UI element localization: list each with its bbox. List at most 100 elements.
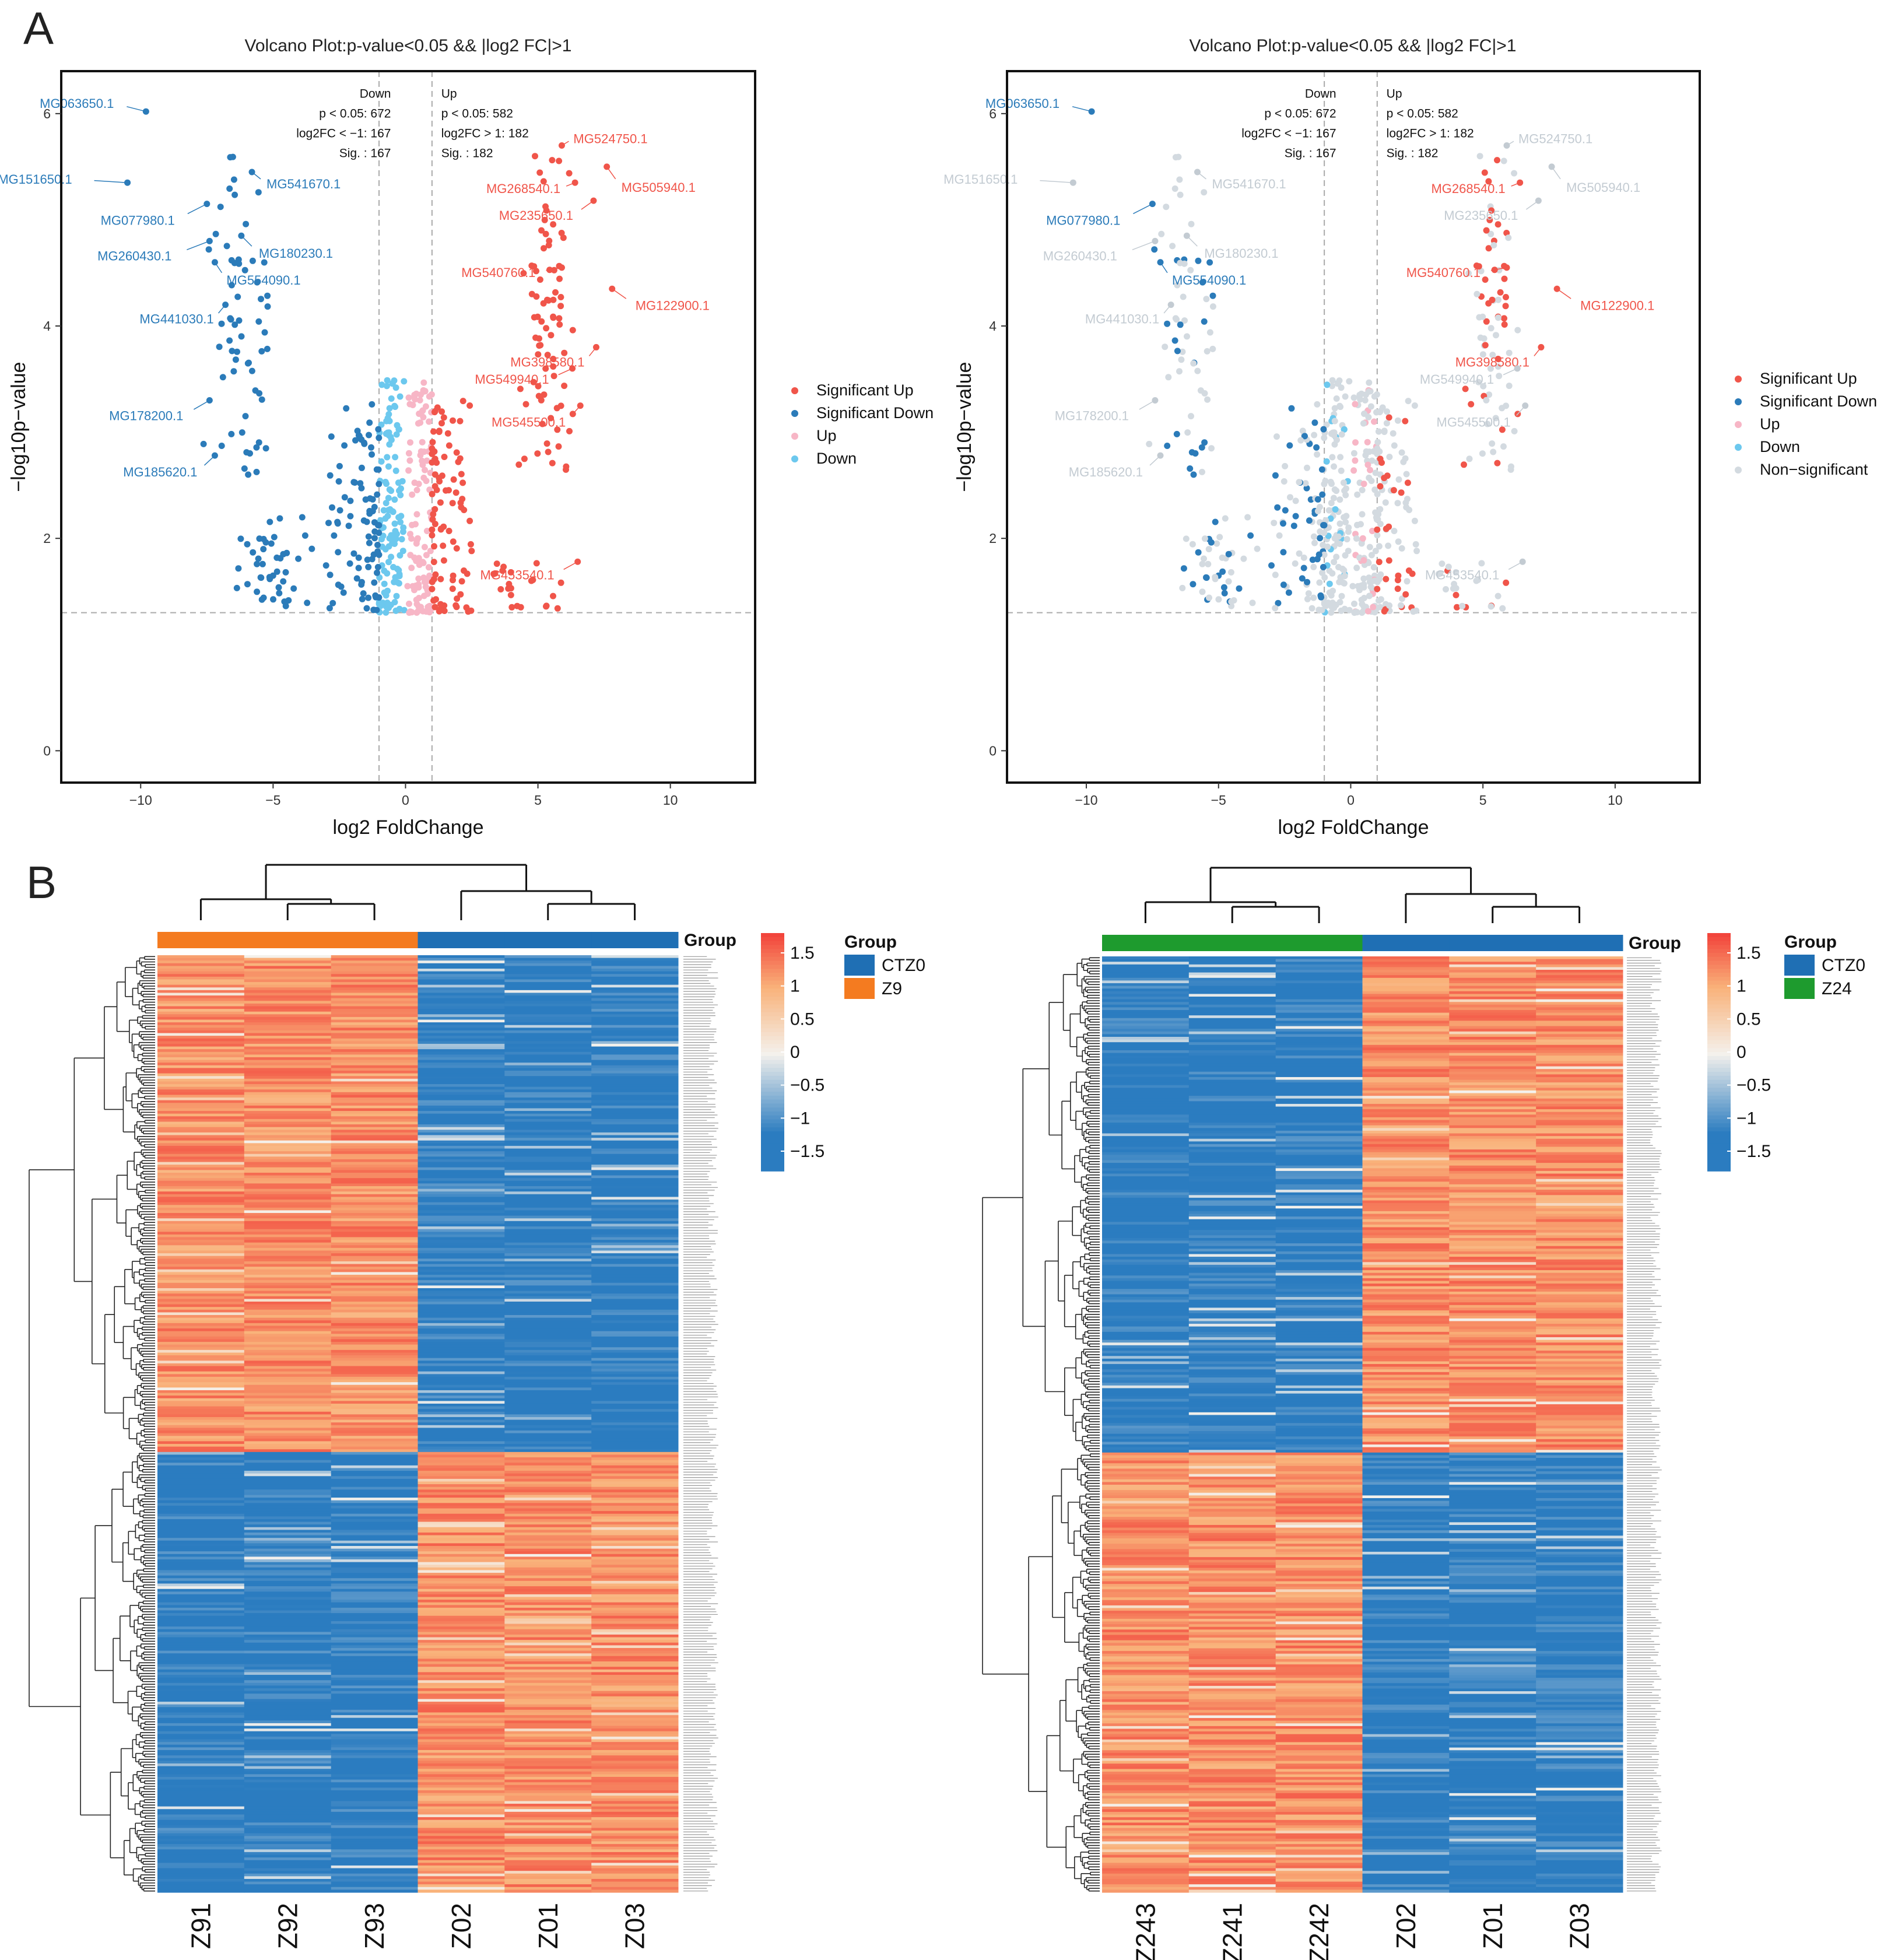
heatmap-cell — [591, 1033, 679, 1036]
data-point — [1308, 605, 1315, 612]
heatmap-cell — [244, 1503, 332, 1506]
data-point — [258, 396, 265, 403]
heatmap-cell — [418, 1285, 505, 1289]
heatmap-cell — [244, 1841, 332, 1845]
colorbar-step — [761, 984, 784, 989]
heatmap-cell — [591, 1446, 679, 1450]
data-point — [1183, 535, 1190, 542]
heatmap-cell — [504, 1165, 592, 1168]
heatmap-cell — [244, 1516, 332, 1520]
heatmap-cell — [591, 1677, 679, 1681]
data-point — [1494, 460, 1501, 467]
data-point — [550, 296, 557, 303]
heatmap-cell — [157, 1256, 245, 1259]
heatmap-cell — [244, 1446, 332, 1450]
heatmap-cell — [157, 1887, 245, 1890]
data-point — [538, 397, 545, 404]
heatmap-cell — [157, 1677, 245, 1681]
data-point — [256, 535, 263, 542]
heatmap-cell — [331, 1022, 418, 1026]
data-point — [1345, 548, 1352, 555]
heatmap-cell — [244, 1682, 332, 1686]
heatmap-cell — [157, 1779, 245, 1783]
heatmap-cell — [418, 1191, 505, 1195]
heatmap-cell — [157, 1511, 245, 1514]
heatmap-cell — [331, 1430, 418, 1434]
data-point — [1508, 463, 1514, 470]
y-tick-label: 2 — [989, 531, 997, 546]
data-point — [250, 549, 257, 556]
heatmap-cell — [331, 1610, 418, 1614]
data-point — [1356, 393, 1363, 400]
heatmap-cell — [418, 1132, 505, 1136]
heatmap-cell — [504, 1860, 592, 1863]
data-point — [1386, 454, 1393, 460]
heatmap-cell — [504, 1717, 592, 1721]
data-point — [378, 381, 385, 388]
data-point — [1394, 500, 1401, 507]
heatmap-cell — [331, 1731, 418, 1734]
heatmap-cell — [157, 960, 245, 964]
data-point — [357, 480, 364, 487]
colorbar-step — [761, 937, 784, 942]
heatmap-cell — [244, 1320, 332, 1324]
data-point — [1199, 279, 1206, 286]
colorbar-step — [761, 1048, 784, 1053]
heatmap-cell — [418, 1379, 505, 1383]
data-point — [1349, 583, 1356, 590]
heatmap-cell — [244, 1881, 332, 1885]
data-point — [1331, 486, 1338, 493]
heatmap-cell — [157, 1363, 245, 1367]
data-point — [459, 479, 466, 486]
data-point — [388, 436, 395, 443]
heatmap-cell — [244, 1127, 332, 1130]
heatmap-cell — [504, 1650, 592, 1654]
data-point — [217, 204, 224, 211]
heatmap-cell — [504, 1610, 592, 1614]
group-bar-title: Group — [684, 931, 736, 950]
heatmap-cell — [331, 1135, 418, 1138]
heatmap-cell — [331, 1739, 418, 1742]
heatmap-cell — [244, 1130, 332, 1133]
heatmap-cell — [504, 1559, 592, 1563]
heatmap-cell — [244, 1116, 332, 1120]
heatmap-cell — [244, 1586, 332, 1590]
heatmap-cell — [244, 1530, 332, 1533]
heatmap-cell — [331, 1361, 418, 1364]
heatmap-cell — [331, 1554, 418, 1558]
heatmap-cell — [418, 1336, 505, 1340]
data-point — [539, 420, 546, 427]
label-leader — [1516, 405, 1526, 416]
heatmap-cell — [418, 1610, 505, 1614]
heatmap-cell — [157, 1844, 245, 1847]
heatmap-cell — [418, 1492, 505, 1496]
heatmap-cell — [157, 1744, 245, 1748]
heatmap-cell — [244, 1358, 332, 1361]
heatmap-cell — [244, 1151, 332, 1155]
heatmap-cell — [418, 1761, 505, 1764]
heatmap-cell — [418, 1798, 505, 1802]
data-point — [261, 259, 268, 266]
heatmap-cell — [591, 1661, 679, 1665]
heatmap-cell — [244, 1726, 332, 1729]
data-point — [368, 444, 374, 451]
heatmap-cell — [591, 1825, 679, 1829]
heatmap-cell — [331, 1478, 418, 1482]
heatmap-cell — [244, 1583, 332, 1587]
heatmap-cell — [157, 1647, 245, 1652]
colorbar-step — [761, 1036, 784, 1041]
heatmap-cell — [331, 1828, 418, 1831]
heatmap-cell — [418, 1014, 505, 1018]
heatmap-cell — [157, 1782, 245, 1786]
heatmap-cell — [504, 1323, 592, 1327]
heatmap-cell — [504, 1441, 592, 1444]
heatmap-cell — [418, 963, 505, 967]
heatmap-cell — [157, 1841, 245, 1845]
heatmap-cell — [504, 1240, 592, 1243]
heatmap-cell — [504, 1613, 592, 1617]
heatmap-cell — [591, 1323, 679, 1327]
heatmap-cell — [504, 1868, 592, 1871]
heatmap-cell — [504, 966, 592, 969]
heatmap-cell — [157, 1084, 245, 1088]
data-point — [427, 548, 434, 555]
